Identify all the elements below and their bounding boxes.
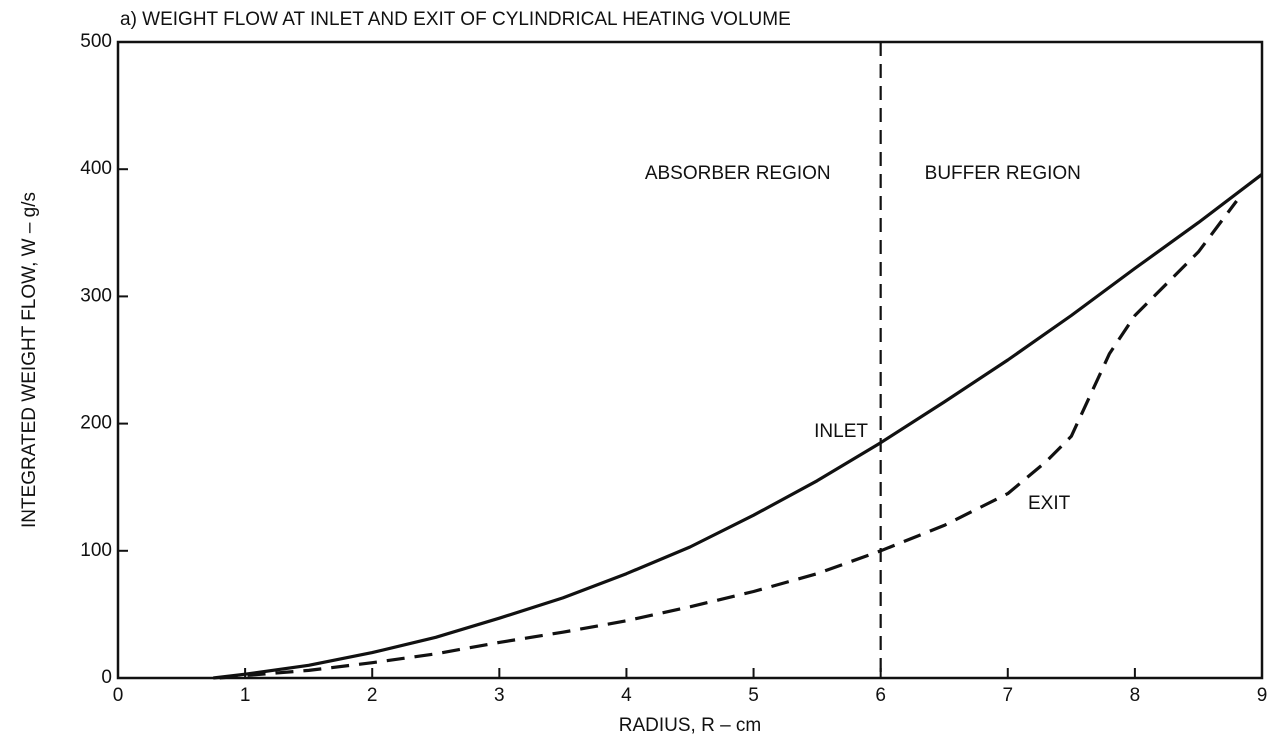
x-tick-label: 8 (1130, 685, 1141, 706)
plot-frame (116, 40, 1264, 680)
x-tick-label: 3 (494, 685, 505, 706)
y-axis-label: INTEGRATED WEIGHT FLOW, W – g/s (19, 192, 40, 528)
chart-title: a) WEIGHT FLOW AT INLET AND EXIT OF CYLI… (120, 9, 791, 30)
y-tick-label: 100 (80, 540, 112, 561)
x-tick-label: 1 (240, 685, 251, 706)
y-tick-label: 400 (80, 158, 112, 179)
x-tick-label: 6 (875, 685, 886, 706)
series-label: INLET (814, 421, 868, 442)
series-line (213, 173, 1263, 680)
x-axis-label: RADIUS, R – cm (619, 715, 762, 736)
x-tick-label: 7 (1002, 685, 1013, 706)
x-tick-label: 5 (748, 685, 759, 706)
x-tick-label: 4 (621, 685, 632, 706)
y-tick-label: 0 (101, 667, 112, 688)
annotation: ABSORBER REGION (645, 163, 831, 184)
x-tick-label: 9 (1257, 685, 1267, 706)
x-tick-label: 0 (113, 685, 124, 706)
annotation: BUFFER REGION (925, 163, 1081, 184)
series-line (219, 200, 1238, 680)
series-label: EXIT (1028, 493, 1071, 514)
y-tick-label: 200 (80, 413, 112, 434)
x-tick-label: 2 (367, 685, 378, 706)
y-tick-label: 500 (80, 31, 112, 52)
y-tick-label: 300 (80, 285, 112, 306)
